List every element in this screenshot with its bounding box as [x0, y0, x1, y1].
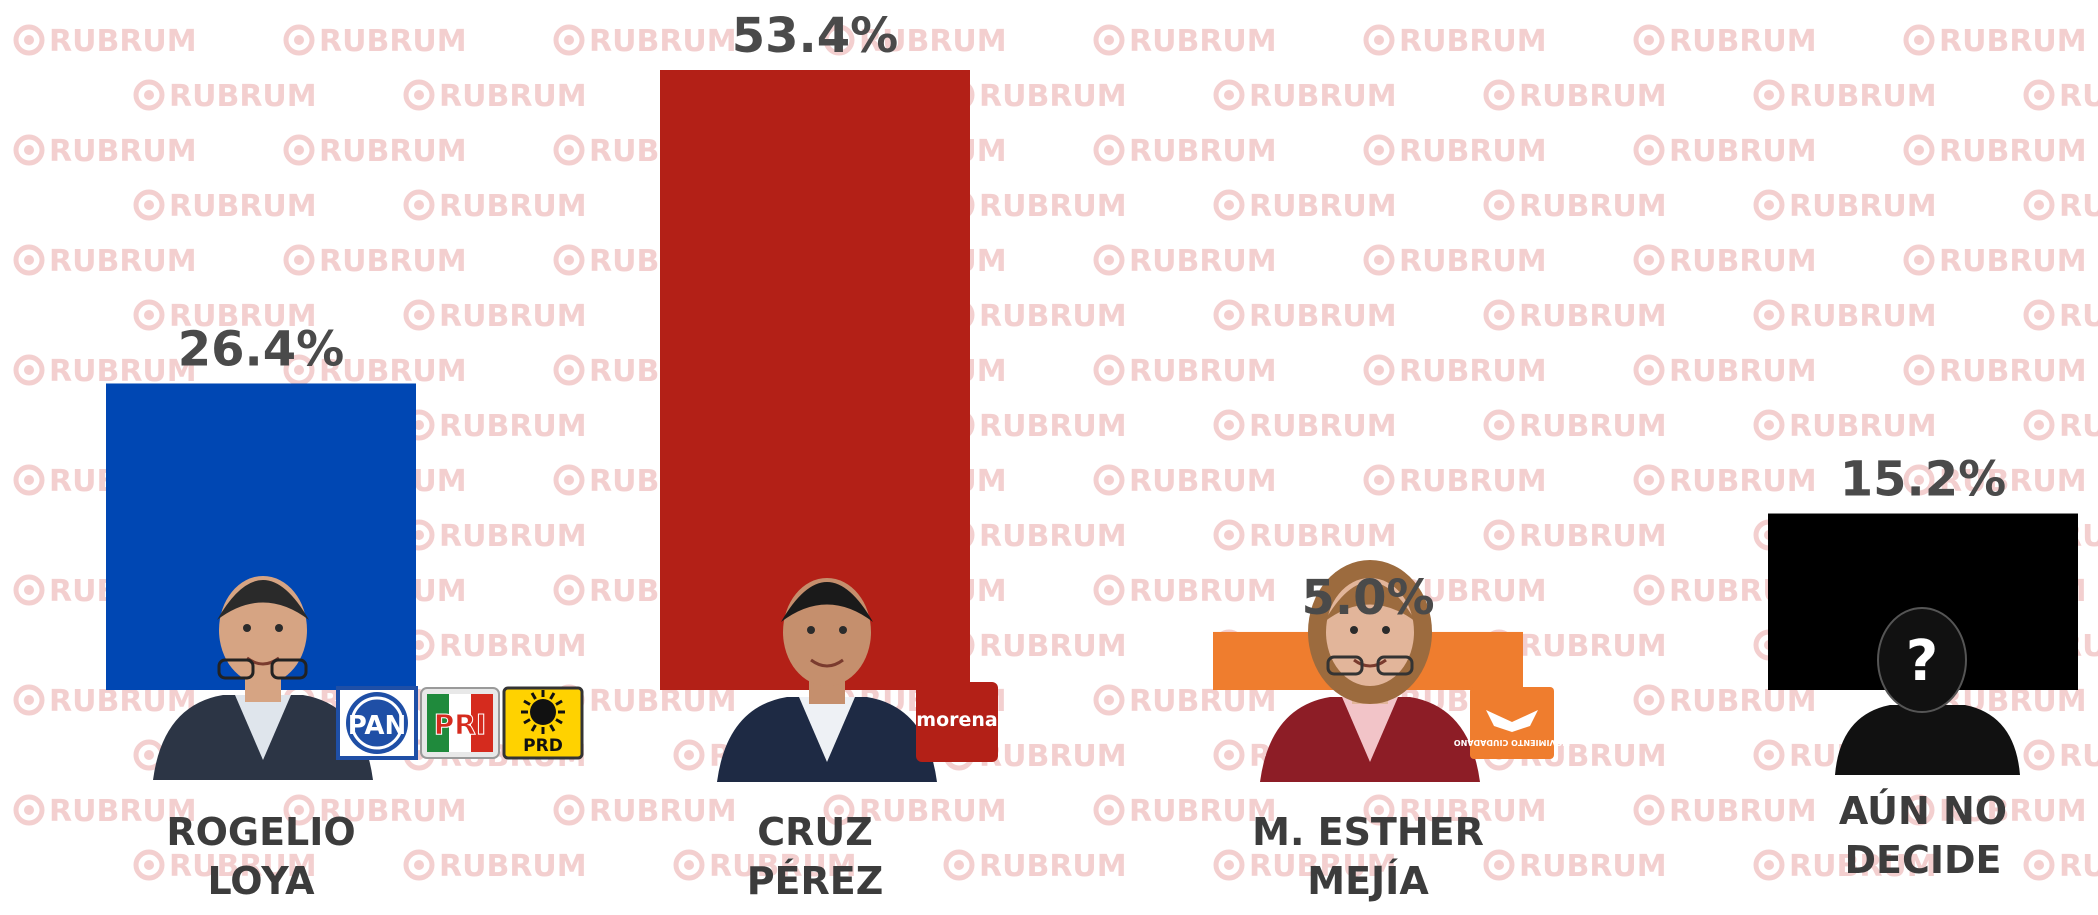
- mc-logo-text: MOVIMIENTO CIUDADANO: [1454, 738, 1571, 747]
- category-label-4-line-2: DECIDE: [1844, 838, 2001, 882]
- category-labels-group: ROGELIO LOYA CRUZ PÉREZ M. ESTHER MEJÍA AÚN NO…: [166, 789, 2007, 903]
- category-label-1-line-2: LOYA: [207, 859, 315, 903]
- portrait-m-esther-mejia: [1260, 560, 1480, 782]
- portrait-hair: [217, 580, 309, 620]
- prd-logo-ray: [530, 692, 537, 700]
- portrait-hair: [1324, 582, 1416, 622]
- portraits-group: ?: [153, 560, 2020, 782]
- pan-logo: PAN: [336, 686, 418, 760]
- category-label-1-line-1: ROGELIO: [166, 810, 355, 854]
- party-logos-group: PAN PRI PRD morena MOVIMIENTO CIUDADANO: [336, 682, 1571, 762]
- portrait-eye-left: [1350, 626, 1358, 634]
- category-label-2-line-1: CRUZ: [757, 810, 873, 854]
- portrait-eye-left: [807, 626, 815, 634]
- question-mark-icon: ?: [1906, 629, 1938, 694]
- portrait-cruz-perez: [717, 578, 937, 782]
- prd-logo-sun: [530, 699, 556, 725]
- pan-logo-text: PAN: [348, 711, 407, 741]
- portrait-collar: [799, 697, 855, 762]
- prd-logo-ray: [523, 699, 531, 706]
- category-label-4-line-1: AÚN NO: [1839, 789, 2007, 833]
- portrait-glasses-left: [217, 658, 255, 680]
- portrait-mouth: [1353, 658, 1387, 668]
- portrait-eye-right: [275, 624, 283, 632]
- pri-logo: PRI: [420, 687, 500, 759]
- category-label-3-line-2: MEJÍA: [1307, 859, 1429, 903]
- portrait-eye-left: [243, 624, 251, 632]
- prd-logo-ray: [555, 699, 563, 706]
- portrait-glasses-right: [270, 658, 308, 680]
- category-label-3-line-1: M. ESTHER: [1252, 810, 1484, 854]
- silhouette-head: [1877, 607, 1967, 713]
- unknown-silhouette: ?: [1835, 607, 2020, 775]
- portrait-glasses-left: [1326, 655, 1364, 676]
- portrait-collar: [235, 695, 291, 760]
- prd-logo-ray: [555, 718, 563, 725]
- silhouette-body: [1835, 705, 2020, 775]
- bars-group: [106, 70, 2078, 690]
- prd-logo: PRD: [502, 686, 584, 760]
- category-label-2-line-2: PÉREZ: [747, 859, 884, 903]
- pan-logo-ring: [350, 696, 404, 750]
- value-labels-group: 26.4% 53.4% 5.0% 15.2%: [178, 8, 2007, 626]
- prd-logo-ray: [530, 724, 537, 732]
- portrait-hair: [781, 582, 873, 622]
- morena-logo-text: morena: [916, 709, 997, 731]
- morena-logo-box: [916, 682, 998, 762]
- pan-logo-circle: [346, 692, 408, 754]
- morena-logo: morena: [916, 682, 998, 762]
- portrait-glasses-right: [1376, 655, 1414, 676]
- portrait-eye-right: [1382, 626, 1390, 634]
- pri-logo-green: [427, 694, 449, 752]
- prd-logo-ray: [523, 718, 531, 725]
- mc-logo-eagle: [1486, 710, 1538, 732]
- prd-logo-ray: [549, 692, 556, 700]
- pri-logo-red: [471, 694, 493, 752]
- portrait-collar: [1342, 697, 1398, 762]
- prd-logo-ray: [549, 724, 556, 732]
- portrait-mouth: [810, 658, 844, 668]
- portrait-rogelio-loya: [153, 576, 373, 780]
- pri-logo-text: PRI: [434, 708, 487, 741]
- pri-logo-white: [449, 694, 471, 752]
- movimiento-ciudadano-logo: MOVIMIENTO CIUDADANO: [1454, 687, 1571, 759]
- value-label-4: 15.2%: [1840, 452, 2007, 508]
- prd-logo-text: PRD: [523, 736, 563, 756]
- portrait-eye-right: [839, 626, 847, 634]
- value-label-1: 26.4%: [178, 321, 345, 377]
- value-label-3: 5.0%: [1301, 570, 1434, 626]
- value-label-2: 53.4%: [732, 8, 899, 64]
